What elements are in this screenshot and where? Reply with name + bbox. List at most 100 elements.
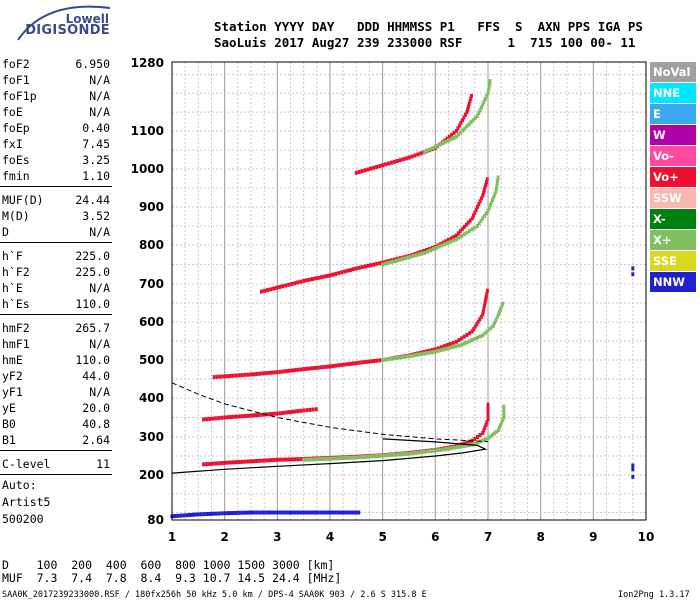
trace-point: [490, 433, 494, 438]
trace-point: [473, 324, 477, 329]
trace-point: [429, 449, 433, 454]
trace-point: [375, 358, 379, 363]
param-value: 40.8: [82, 417, 110, 431]
trace-point: [284, 283, 288, 288]
trace-point: [328, 510, 332, 515]
trace-point: [293, 281, 297, 286]
trace-point: [489, 200, 493, 205]
trace-point: [299, 457, 303, 462]
trace-point: [460, 336, 464, 341]
trace-point: [448, 341, 452, 346]
trace-point: [302, 510, 306, 515]
trace-point: [482, 428, 486, 433]
trace-point: [461, 128, 465, 133]
trace-point: [494, 429, 498, 434]
trace-point: [410, 353, 414, 358]
trace-point: [491, 197, 495, 202]
trace-point: [369, 454, 373, 459]
param-name: foEp: [2, 121, 30, 135]
trace-point: [281, 510, 285, 515]
trace-point: [363, 264, 367, 269]
trace-point: [454, 237, 458, 242]
trace-point: [436, 143, 440, 148]
trace-point: [398, 257, 402, 262]
header-line-2: SaoLuis 2017 Aug27 239 233000 RSF 1 715 …: [214, 35, 636, 50]
trace-point: [470, 338, 474, 343]
param-value: 44.0: [82, 369, 110, 383]
trace-point: [451, 340, 455, 345]
legend-item-w: W: [650, 125, 696, 145]
trace-point: [420, 251, 424, 256]
trace-point: [363, 168, 367, 173]
y-tick-label: 400: [139, 391, 164, 405]
trace-point: [473, 225, 477, 230]
trace-point: [281, 284, 285, 289]
trace-point: [475, 205, 479, 209]
trace-point: [449, 239, 453, 244]
trace-point: [488, 79, 492, 84]
trace-point: [502, 410, 506, 415]
x-tick-label: 10: [638, 530, 655, 544]
footer-muf-row: MUF 7.3 7.4 7.8 8.4 9.3 10.7 14.5 24.4 […: [2, 571, 342, 585]
logo-arc-icon: [17, 5, 111, 41]
trace-point: [491, 323, 495, 328]
trace-point: [205, 417, 209, 422]
trace-point: [457, 343, 461, 348]
trace-point: [440, 243, 444, 248]
x-tick-label: 9: [589, 530, 597, 544]
trace-point: [486, 405, 490, 410]
trace-point: [496, 178, 500, 183]
param-name: foEs: [2, 153, 30, 167]
trace-point: [351, 455, 355, 460]
trace-point: [331, 272, 335, 277]
trace-point: [342, 510, 346, 515]
trace-point: [243, 413, 247, 418]
trace-point: [458, 229, 462, 234]
trace-point: [493, 320, 497, 325]
trace-point: [478, 317, 482, 322]
trace-o-trace-4-hop: [354, 93, 473, 175]
trace-point: [369, 263, 373, 268]
trace-point: [413, 353, 417, 358]
trace-point: [322, 456, 326, 461]
trace-point: [272, 286, 276, 291]
trace-point: [258, 412, 262, 417]
param-row-ye: yE 20.0: [2, 401, 110, 417]
trace-point: [419, 151, 423, 156]
trace-point: [483, 300, 487, 305]
isolated-point: [631, 463, 635, 468]
param-value: 0.40: [82, 121, 110, 135]
logo-lowell: Lowell: [65, 12, 109, 26]
trace-point: [255, 413, 259, 418]
trace-point: [357, 455, 361, 460]
trace-point: [234, 373, 238, 378]
isolated-point: [631, 474, 635, 479]
trace-point: [502, 415, 506, 420]
param-separator: [0, 474, 112, 475]
trace-point: [223, 460, 227, 465]
trace-point: [325, 456, 329, 461]
trace-point: [444, 239, 448, 244]
isolated-point: [631, 272, 635, 277]
legend-item-vo-: Vo+: [650, 167, 696, 187]
trace-point: [395, 158, 399, 163]
trace-point: [211, 416, 215, 421]
param-value: 20.0: [82, 401, 110, 415]
trace-point: [469, 120, 473, 125]
trace-point: [278, 457, 282, 462]
trace-point: [456, 126, 460, 131]
trace-point: [246, 413, 250, 418]
legend-item-vo-: Vo-: [650, 146, 696, 166]
trace-point: [240, 373, 244, 378]
auto-system: Artist5: [2, 495, 51, 509]
trace-point: [272, 370, 276, 375]
trace-point: [431, 247, 435, 252]
trace-point: [479, 196, 483, 201]
trace-point: [381, 358, 385, 362]
trace-point: [337, 510, 341, 515]
param-name: foF1p: [2, 89, 37, 103]
trace-point: [378, 358, 382, 363]
trace-point: [454, 339, 458, 344]
trace-point: [429, 248, 433, 253]
trace-point: [305, 408, 309, 413]
